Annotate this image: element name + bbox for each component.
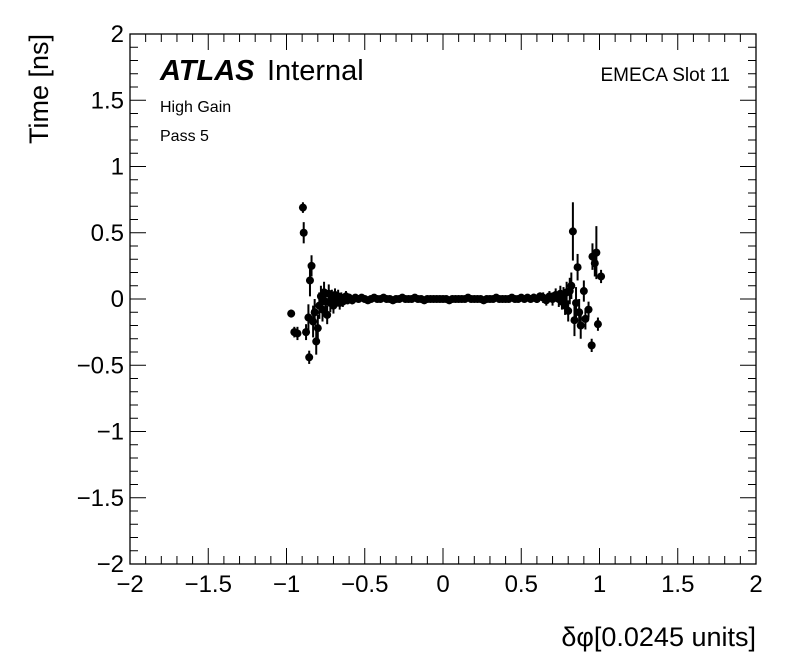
data-point [323,310,332,319]
x-tick-label: −0.5 [341,571,388,598]
x-tick-label: 2 [749,571,762,598]
y-tick-label: −1 [97,419,124,446]
data-point [312,337,321,346]
y-tick-label: 1 [111,154,124,181]
pass-label: Pass 5 [160,128,209,145]
data-point [307,261,316,270]
y-tick-label: −2 [97,551,124,578]
y-tick-label: 1.5 [91,87,124,114]
axis-tick-labels: −2 −1.5 −1 −0.5 0 0.5 1 1.5 2 −2 −1.5 −1 −0.5 0 0.5 1 1.… [77,21,763,598]
data-point [287,309,296,318]
data-point [299,228,308,237]
x-tick-label: 1.5 [661,571,694,598]
data-point [570,316,579,325]
data-point [590,259,599,268]
x-tick-label: 0.5 [505,571,538,598]
data-point [564,306,573,315]
data-point [309,317,318,326]
data-points [287,202,606,364]
atlas-label-normal: Internal [267,55,364,87]
data-point [587,341,596,350]
x-tick-label: 1 [593,571,606,598]
y-tick-label: −0.5 [77,352,124,379]
slot-label: EMECA Slot 11 [600,65,730,86]
atlas-label-bold: ATLAS [159,55,255,87]
data-point [293,329,302,338]
data-point [576,321,585,330]
data-point [298,203,307,212]
data-point [579,287,588,296]
data-point [313,324,322,333]
y-tick-label: 0 [111,286,124,313]
data-point [592,248,601,257]
data-point [572,298,581,307]
data-point [568,227,577,236]
atlas-label: ATLAS Internal [159,55,364,87]
data-point [305,353,314,362]
data-point [581,314,590,323]
x-tick-label: 0 [436,571,449,598]
data-point [318,305,327,314]
y-axis-title: Time [ns] [24,34,54,144]
data-point [567,281,576,290]
x-tick-label: −1.5 [185,571,232,598]
data-point [584,305,593,314]
y-tick-label: 2 [111,21,124,48]
axis-ticks [129,33,757,565]
x-tick-label: −1 [273,571,300,598]
gain-label: High Gain [160,99,231,116]
data-point [573,263,582,272]
data-point [597,272,606,281]
y-tick-label: −1.5 [77,485,124,512]
data-point [310,308,319,317]
y-tick-label: 0.5 [91,220,124,247]
data-point [305,276,314,285]
x-tick-label: −2 [116,571,143,598]
data-point [575,308,584,317]
data-point [593,320,602,329]
x-axis-title: δφ[0.0245 units] [561,622,756,652]
